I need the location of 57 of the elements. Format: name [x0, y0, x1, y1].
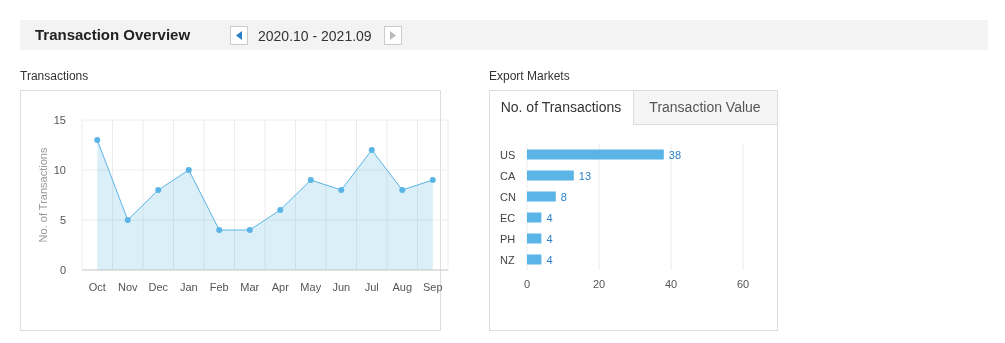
point [94, 137, 101, 143]
x-tick-label: 0 [523, 278, 531, 290]
y-tick-label: 5 [59, 214, 66, 226]
x-tick-label: Nov [117, 281, 139, 293]
x-tick-label: Jan [179, 281, 198, 293]
text: 2020.10 - 2021.09 [258, 28, 372, 44]
point [399, 187, 406, 193]
point [429, 177, 436, 183]
x-tick-label: Jun [332, 281, 351, 293]
data-label: 8 [560, 190, 567, 203]
data-label: 38 [668, 148, 682, 161]
bar [527, 212, 542, 223]
x-tick-label: Dec [148, 281, 169, 293]
data-label: 13 [578, 169, 592, 182]
bar [527, 170, 574, 181]
chart-title: Transactions [20, 69, 89, 83]
bar [527, 149, 664, 160]
y-tick-label: 0 [59, 264, 66, 276]
text: No. of Transactions [500, 99, 622, 115]
y-tick-label: EC [500, 211, 516, 224]
x-tick-label: Sep [422, 281, 443, 293]
x-tick-label: Aug [392, 281, 413, 293]
x-tick-label: 40 [664, 278, 678, 290]
x-tick-label: 60 [736, 278, 750, 290]
y-axis-title: No. of Transactions [37, 147, 49, 243]
x-tick-label: Jul [364, 281, 379, 293]
y-tick-label: 10 [53, 164, 66, 176]
data-label: 4 [546, 253, 553, 266]
point [307, 177, 314, 183]
data-label: 4 [546, 211, 553, 224]
point [338, 187, 345, 193]
point [216, 227, 223, 233]
point [277, 207, 284, 213]
point [124, 217, 131, 223]
y-tick-label: CN [500, 190, 516, 203]
point [185, 167, 192, 173]
x-tick-label: Oct [88, 281, 106, 293]
point [368, 147, 375, 153]
y-tick-label: CA [500, 169, 516, 182]
x-tick-label: Apr [271, 281, 290, 293]
x-tick-label: Mar [240, 281, 260, 293]
point [155, 187, 162, 193]
bar [527, 233, 542, 244]
text: Transaction Overview [35, 26, 191, 43]
point [246, 227, 253, 233]
text: Transaction Value [649, 99, 761, 115]
x-tick-label: 20 [592, 278, 606, 290]
y-tick-label: US [500, 148, 516, 161]
chart-title: Export Markets [489, 69, 570, 83]
bar [527, 191, 556, 202]
bar [527, 254, 542, 265]
x-tick-label: May [300, 281, 322, 293]
x-tick-label: Feb [209, 281, 229, 293]
y-tick-label: NZ [500, 253, 515, 266]
data-label: 4 [546, 232, 553, 245]
y-tick-label: PH [500, 232, 516, 245]
y-tick-label: 15 [53, 114, 66, 126]
